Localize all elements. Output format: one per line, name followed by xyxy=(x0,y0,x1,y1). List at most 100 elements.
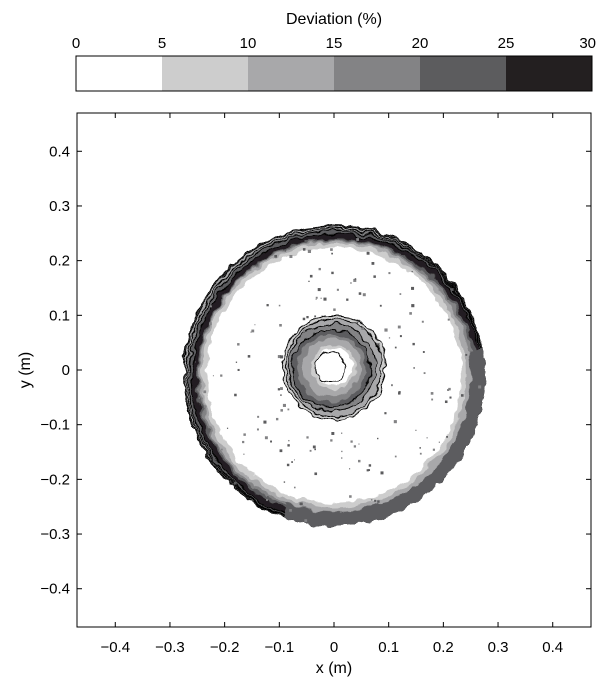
x-tick-label: 0.3 xyxy=(488,639,509,656)
inner-ring-contour xyxy=(287,323,377,412)
colorbar-segment xyxy=(76,56,162,91)
speckle xyxy=(330,439,333,442)
speckle xyxy=(380,471,384,475)
speckle xyxy=(226,427,229,429)
speckle xyxy=(390,384,393,387)
speckle xyxy=(194,361,196,363)
speckle xyxy=(306,315,309,319)
y-tick-label: −0.3 xyxy=(40,526,70,543)
speckle xyxy=(289,509,292,512)
speckle xyxy=(330,248,333,251)
speckle xyxy=(287,408,290,411)
colorbar-tick-label: 5 xyxy=(158,35,166,52)
speckle xyxy=(282,403,286,407)
speckle xyxy=(447,388,450,392)
speckle xyxy=(266,499,268,501)
speckle xyxy=(283,481,286,483)
speckle xyxy=(399,253,402,256)
speckle xyxy=(350,440,353,443)
speckle xyxy=(277,355,281,359)
speckle xyxy=(411,304,415,308)
speckle xyxy=(315,296,318,299)
speckle xyxy=(399,293,402,295)
inner-ring-band xyxy=(292,329,370,408)
speckle xyxy=(461,394,464,397)
speckle xyxy=(370,499,373,501)
speckle xyxy=(198,397,201,399)
speckle xyxy=(339,510,342,513)
speckle xyxy=(280,387,283,390)
speckle xyxy=(447,318,450,321)
speckle xyxy=(341,457,343,459)
speckle xyxy=(284,250,287,252)
speckle xyxy=(274,254,278,258)
colorbar-tick-label: 15 xyxy=(326,35,343,52)
speckle xyxy=(399,335,402,338)
colorbar-tick-label: 25 xyxy=(498,35,515,52)
y-tick-label: 0.3 xyxy=(49,198,70,215)
speckle xyxy=(426,437,428,439)
inner-ring xyxy=(281,314,387,420)
speckle xyxy=(377,437,379,440)
speckle xyxy=(287,444,290,447)
colorbar-tick-label: 30 xyxy=(579,35,596,52)
speckle xyxy=(358,292,362,295)
speckle xyxy=(421,320,424,323)
speckle xyxy=(450,288,454,291)
colorbar-segment xyxy=(162,56,248,91)
speckle xyxy=(411,286,415,290)
colorbar-segment xyxy=(420,56,506,91)
speckle xyxy=(388,272,391,275)
speckle xyxy=(358,459,361,463)
speckle xyxy=(431,398,434,401)
speckle xyxy=(432,448,435,451)
inner-ring-contour xyxy=(291,328,371,408)
speckle xyxy=(237,343,240,346)
speckle xyxy=(291,461,293,463)
speckle xyxy=(306,436,309,439)
speckle xyxy=(308,280,310,283)
speckle xyxy=(374,499,377,502)
speckle xyxy=(320,297,322,299)
colorbar-frame xyxy=(75,55,593,92)
speckle xyxy=(279,323,282,327)
speckle xyxy=(304,519,308,522)
speckle xyxy=(349,495,352,498)
speckle xyxy=(412,342,415,346)
speckle xyxy=(449,396,452,399)
colorbar-title: Deviation (%) xyxy=(286,11,382,28)
y-tick-label: 0.1 xyxy=(49,307,70,324)
speckle xyxy=(331,432,335,435)
speckle xyxy=(333,308,336,311)
speckle xyxy=(362,293,366,297)
speckle xyxy=(250,331,252,333)
speckle xyxy=(203,390,207,394)
speckle xyxy=(331,252,333,255)
speckle xyxy=(309,274,313,278)
colorbar-segment xyxy=(506,56,592,91)
speckle xyxy=(257,415,260,418)
x-axis-label: x (m) xyxy=(316,660,352,677)
speckle xyxy=(315,298,317,300)
speckle xyxy=(356,321,359,324)
inner-core xyxy=(314,351,346,384)
speckle xyxy=(415,429,417,431)
speckle xyxy=(302,329,306,332)
y-tick-label: 0.2 xyxy=(49,253,70,270)
speckle xyxy=(419,447,421,449)
speckle xyxy=(384,328,388,332)
speckle xyxy=(191,364,193,367)
speckle xyxy=(270,440,273,443)
speckle xyxy=(209,305,212,308)
speckle xyxy=(379,304,382,307)
speckle xyxy=(354,278,357,280)
speckle xyxy=(307,249,312,253)
inner-ring-contour xyxy=(284,318,384,417)
speckle xyxy=(221,448,223,451)
speckle xyxy=(280,394,282,396)
y-tick-label: 0 xyxy=(62,362,70,379)
speckle xyxy=(264,436,268,440)
x-tick-label: 0 xyxy=(330,639,338,656)
inner-ring-contour xyxy=(281,314,387,420)
speckle xyxy=(346,298,349,301)
